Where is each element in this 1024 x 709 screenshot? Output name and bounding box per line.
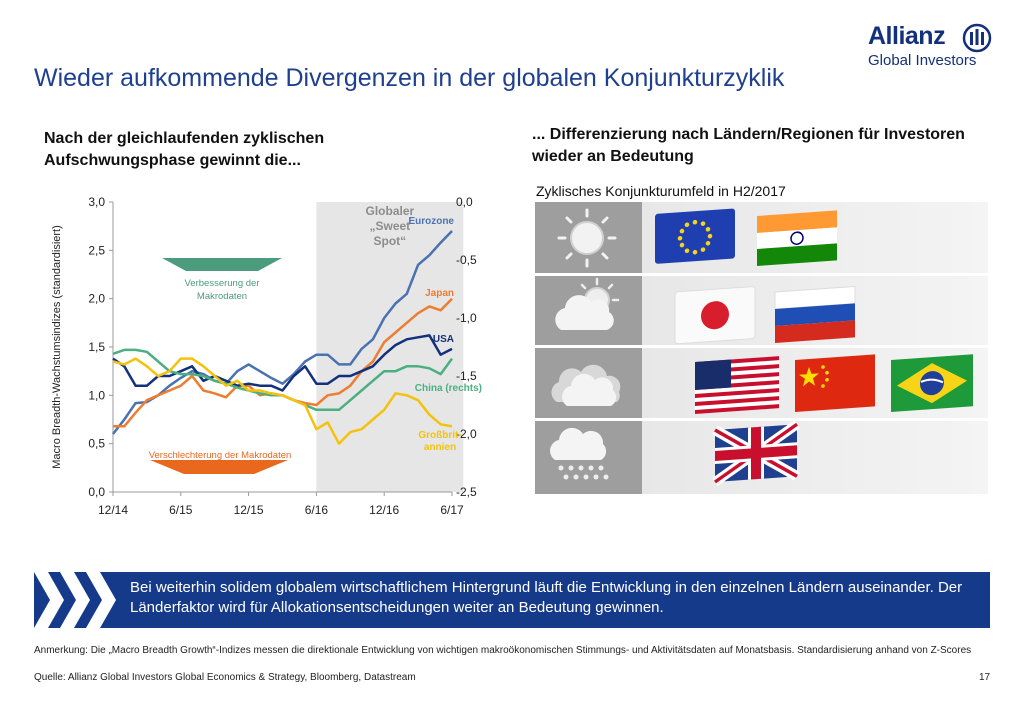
y-axis-label: Macro Breadth-Wachstumsindizes (standard… [51,225,63,469]
logo-wordmark: Allianz [868,22,946,50]
flag-russia-icon [774,285,856,343]
page-number: 17 [979,672,991,683]
improvement-label-line1: Verbesserung der [185,278,260,289]
deterioration-label: Verschlechterung der Makrodaten [149,450,292,461]
cycle-environment-grid [535,202,988,494]
label-japan: Japan [425,288,454,299]
sweet-spot-label: Globaler „Sweet Spot“ [366,204,415,248]
left-heading: Nach der gleichlaufenden zyklischen Aufs… [44,130,325,169]
y-right-tick-label: 0,0 [456,195,473,209]
y-tick-label: 2,5 [88,243,105,257]
y-tick-label: 2,0 [88,292,105,306]
sweet-spot-band [316,202,464,492]
key-message-banner [34,572,990,628]
label-eurozone: Eurozone [408,216,454,227]
x-tick-label: 12/16 [369,503,399,517]
flag-eu-icon [655,208,735,264]
y-right-tick-label: -0,5 [456,253,477,267]
logo-subtitle: Global Investors [868,52,977,69]
footnote: Anmerkung: Die „Macro Breadth Growth“-In… [34,645,972,656]
label-china: China (rechts) [415,383,482,394]
flag-usa-icon [695,356,779,414]
improvement-arrow [162,258,282,271]
flag-india-icon [757,210,837,266]
x-tick-label: 6/17 [440,503,464,517]
x-tick-label: 6/16 [305,503,329,517]
series-line-0 [112,230,453,435]
page-title: Wieder aufkommende Divergenzen in der gl… [34,64,785,92]
series-line-4 [112,357,453,445]
cycle-environment-label: Zyklisches Konjunkturumfeld in H2/2017 [536,183,786,199]
y-right-tick-label: -2,5 [456,485,477,499]
label-usa: USA [433,334,454,345]
chevron-arrows-icon [34,572,116,628]
source-note: Quelle: Allianz Global Investors Global … [34,672,416,683]
flag-japan-icon [674,286,756,345]
rain-cloud-icon [550,427,609,480]
allianz-eagle-icon [962,23,992,53]
x-tick-label: 6/15 [169,503,193,517]
y-tick-label: 3,0 [88,195,105,209]
flag-uk-icon [712,420,800,487]
y-tick-label: 0,5 [88,437,105,451]
banner-text: Bei weiterhin solidem globalem wirtschaf… [130,579,963,616]
y-tick-label: 0,0 [88,485,105,499]
flag-brazil-icon [891,354,973,412]
right-heading: ... Differenzierung nach Ländern/Regione… [532,126,965,165]
y-tick-label: 1,5 [88,340,105,354]
y-right-tick-label: -1,5 [456,369,477,383]
improvement-label-line2: Makrodaten [197,291,247,302]
sun-icon [557,208,617,268]
y-right-tick-label: -1,0 [456,311,477,325]
deterioration-arrow [150,460,288,474]
macro-breadth-chart: Globaler „Sweet Spot“ 0,0 0,5 1,0 1,5 2,0 2,5 3,… [51,195,482,517]
allianz-logo: Allianz Global Investors [868,22,996,70]
flag-china-icon [795,354,875,412]
y-right-tick-label: -2,0 [456,427,477,441]
cloud-icon [551,364,621,406]
y-tick-label: 1,0 [88,388,105,402]
series-line-2 [112,334,453,392]
x-tick-label: 12/15 [234,503,264,517]
label-gb: Großbrit-annien [418,430,461,453]
sun-cloud-icon [555,277,620,330]
x-tick-label: 12/14 [98,503,128,517]
